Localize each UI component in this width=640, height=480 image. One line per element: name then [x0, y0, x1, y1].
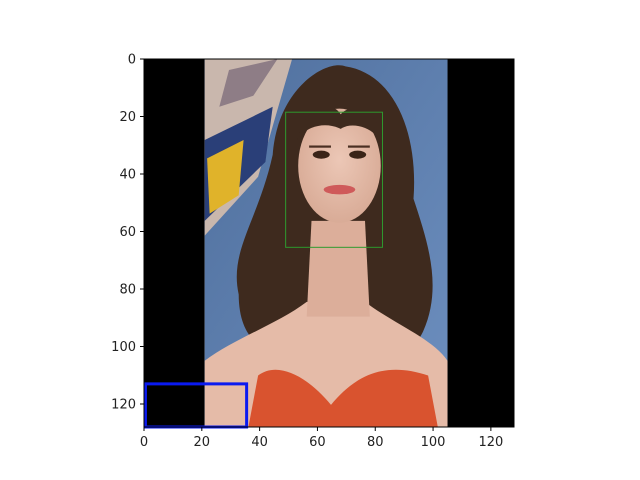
y-tick-label: 40 [119, 168, 136, 183]
y-tick-label: 100 [111, 340, 136, 355]
photo [204, 59, 448, 427]
x-tick-label: 0 [140, 435, 148, 450]
y-tick-label: 80 [119, 283, 136, 298]
black-padding-right [447, 59, 514, 427]
black-padding-left [144, 59, 205, 427]
banner-lettering [207, 140, 244, 214]
x-tick-label: 80 [367, 435, 384, 450]
left-brow [309, 145, 331, 148]
x-tick-label: 100 [421, 435, 446, 450]
x-axis-ticks: 0 20 40 60 80 100 120 [140, 427, 503, 450]
axes-frame [143, 58, 515, 428]
neck [306, 220, 370, 317]
dress [248, 369, 438, 427]
y-tick-label: 0 [128, 53, 136, 68]
y-tick-label: 120 [111, 398, 136, 413]
x-tick-label: 120 [478, 435, 503, 450]
face [298, 108, 381, 223]
x-tick-label: 20 [194, 435, 211, 450]
left-eye [312, 150, 330, 159]
x-tick-label: 40 [251, 435, 268, 450]
x-tick-label: 60 [309, 435, 326, 450]
y-axis-ticks: 0 20 40 60 80 100 120 [111, 53, 144, 413]
green-bounding-box [285, 111, 383, 248]
y-tick-label: 20 [119, 110, 136, 125]
axes-spines [143, 58, 515, 428]
image-canvas [144, 59, 514, 427]
hair-fringe [297, 106, 385, 148]
banner-top [219, 59, 278, 107]
right-eye [349, 150, 367, 159]
lips [323, 184, 356, 195]
y-tick-label: 60 [119, 225, 136, 240]
axes: 0 20 40 60 80 100 120 0 20 40 60 80 100 120 [111, 53, 515, 450]
right-brow [347, 145, 370, 148]
